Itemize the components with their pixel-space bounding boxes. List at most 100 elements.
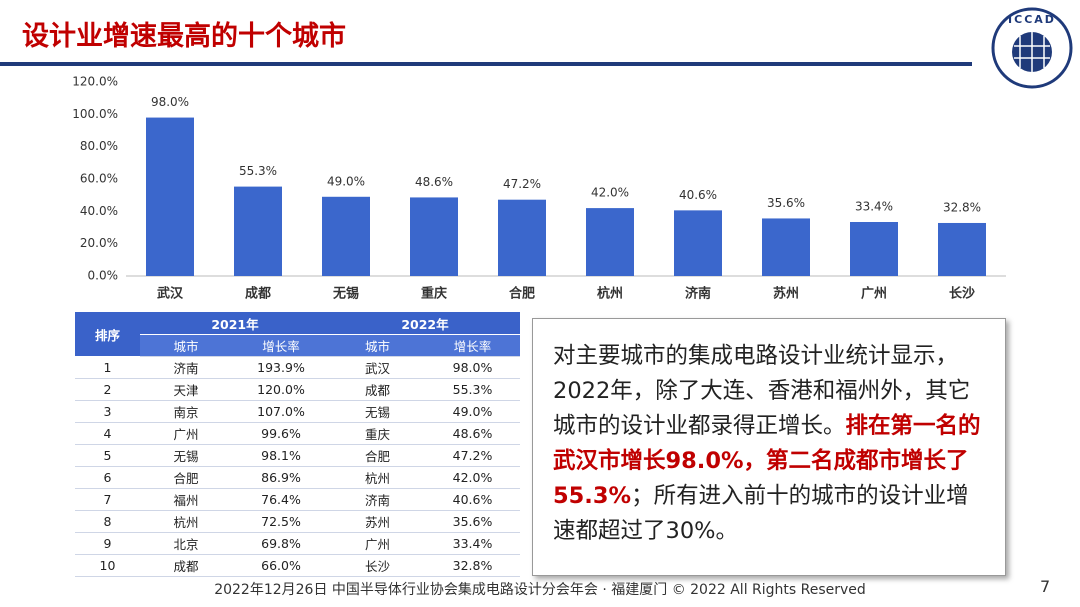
- logo-text: ICCAD: [1008, 13, 1056, 26]
- table-cell: 济南: [140, 356, 232, 379]
- table-cell: 合肥: [330, 444, 425, 467]
- table-cell: 长沙: [330, 554, 425, 577]
- table-cell: 120.0%: [232, 378, 330, 401]
- bar: [146, 117, 194, 276]
- x-tick-label: 济南: [685, 286, 711, 302]
- table-cell: 无锡: [330, 400, 425, 423]
- table-row: 9 北京 69.8% 广州 33.4%: [75, 532, 520, 555]
- table-row: 5 无锡 98.1% 合肥 47.2%: [75, 444, 520, 467]
- value-label: 48.6%: [415, 175, 453, 189]
- table-cell: 193.9%: [232, 356, 330, 379]
- table-cell: 南京: [140, 400, 232, 423]
- bar: [322, 196, 370, 276]
- table-cell: 42.0%: [425, 466, 520, 489]
- table-cell: 北京: [140, 532, 232, 555]
- value-label: 35.6%: [767, 196, 805, 210]
- table-cell: 107.0%: [232, 400, 330, 423]
- table-cell: 1: [75, 356, 140, 379]
- table-row: 城市 增长率 城市 增长率: [75, 334, 520, 357]
- x-tick-label: 长沙: [949, 286, 975, 302]
- table-row: 8 杭州 72.5% 苏州 35.6%: [75, 510, 520, 533]
- table-cell: 48.6%: [425, 422, 520, 445]
- table-cell: 99.6%: [232, 422, 330, 445]
- page-number: 7: [1040, 577, 1051, 596]
- table-cell: 成都: [140, 554, 232, 577]
- bar-chart: 0.0% 20.0% 40.0% 60.0% 80.0% 100.0% 120.0% 武汉 98…: [72, 75, 1006, 302]
- value-label: 32.8%: [943, 200, 981, 214]
- x-tick-label: 杭州: [597, 286, 623, 302]
- x-tick-label: 苏州: [773, 286, 799, 302]
- table-row: 3 南京 107.0% 无锡 49.0%: [75, 400, 520, 423]
- value-label: 33.4%: [855, 200, 893, 214]
- table-cell: 合肥: [140, 466, 232, 489]
- table-cell: 排序: [75, 312, 140, 357]
- table-row: 4 广州 99.6% 重庆 48.6%: [75, 422, 520, 445]
- value-label: 49.0%: [327, 174, 365, 188]
- table-cell: 76.4%: [232, 488, 330, 511]
- table-cell: 35.6%: [425, 510, 520, 533]
- bar: [498, 199, 546, 276]
- table-cell: 8: [75, 510, 140, 533]
- x-tick-label: 合肥: [509, 286, 535, 302]
- logo: ICCAD: [991, 7, 1073, 89]
- value-label: 98.0%: [151, 95, 189, 109]
- value-label: 47.2%: [503, 177, 541, 191]
- table-cell: 4: [75, 422, 140, 445]
- y-tick-label: 40.0%: [80, 204, 118, 218]
- table-cell: 增长率: [232, 334, 330, 357]
- text-run: 对主要城市的集成电路设计业统计显示，2022年，除了大连、香港和福州外，其它城市…: [553, 343, 971, 439]
- table-row: 2 天津 120.0% 成都 55.3%: [75, 378, 520, 401]
- x-tick-label: 无锡: [332, 286, 359, 302]
- x-tick-label: 重庆: [421, 286, 447, 302]
- table-cell: 40.6%: [425, 488, 520, 511]
- y-tick-label: 60.0%: [80, 172, 118, 186]
- bar: [234, 186, 282, 276]
- table-cell: 广州: [330, 532, 425, 555]
- table-row: 7 福州 76.4% 济南 40.6%: [75, 488, 520, 511]
- table-cell: 济南: [330, 488, 425, 511]
- text-run: ；所有进入前十的城市的设计业增速都超过了30%。: [553, 483, 969, 544]
- table-cell: 2022年: [330, 312, 520, 335]
- table-cell: 天津: [140, 378, 232, 401]
- bar: [762, 218, 810, 276]
- table-cell: 广州: [140, 422, 232, 445]
- y-tick-label: 120.0%: [72, 75, 118, 89]
- ranking-table: 排序 2021年 2022年 城市 增长率 城市 增长率 1 济南 193.9% 武汉 98.0% 2 天…: [75, 312, 520, 577]
- table-cell: 重庆: [330, 422, 425, 445]
- table-cell: 杭州: [330, 466, 425, 489]
- table-cell: 47.2%: [425, 444, 520, 467]
- table-cell: 6: [75, 466, 140, 489]
- x-tick-label: 广州: [861, 286, 887, 302]
- value-label: 55.3%: [239, 164, 277, 178]
- slide-title: 设计业增速最高的十个城市: [22, 21, 346, 52]
- table-cell: 9: [75, 532, 140, 555]
- table-cell: 2021年: [140, 312, 330, 335]
- table-cell: 城市: [330, 334, 425, 357]
- table-row: 1 济南 193.9% 武汉 98.0%: [75, 356, 520, 379]
- table-cell: 成都: [330, 378, 425, 401]
- y-tick-label: 100.0%: [72, 107, 118, 121]
- bar: [586, 208, 634, 276]
- table-cell: 10: [75, 554, 140, 577]
- table-cell: 66.0%: [232, 554, 330, 577]
- table-cell: 98.0%: [425, 356, 520, 379]
- table-cell: 城市: [140, 334, 232, 357]
- value-label: 42.0%: [591, 186, 629, 200]
- table-cell: 98.1%: [232, 444, 330, 467]
- x-tick-label: 武汉: [157, 286, 184, 302]
- title-rule: [0, 62, 972, 66]
- table-row: 10 成都 66.0% 长沙 32.8%: [75, 554, 520, 577]
- table-cell: 武汉: [330, 356, 425, 379]
- table-row: 6 合肥 86.9% 杭州 42.0%: [75, 466, 520, 489]
- table-cell: 增长率: [425, 334, 520, 357]
- table-cell: 32.8%: [425, 554, 520, 577]
- table-cell: 杭州: [140, 510, 232, 533]
- bar: [674, 210, 722, 276]
- table-cell: 33.4%: [425, 532, 520, 555]
- bar: [850, 222, 898, 276]
- y-tick-label: 0.0%: [88, 269, 119, 283]
- value-label: 40.6%: [679, 188, 717, 202]
- x-tick-label: 成都: [245, 286, 271, 302]
- bar: [938, 222, 986, 276]
